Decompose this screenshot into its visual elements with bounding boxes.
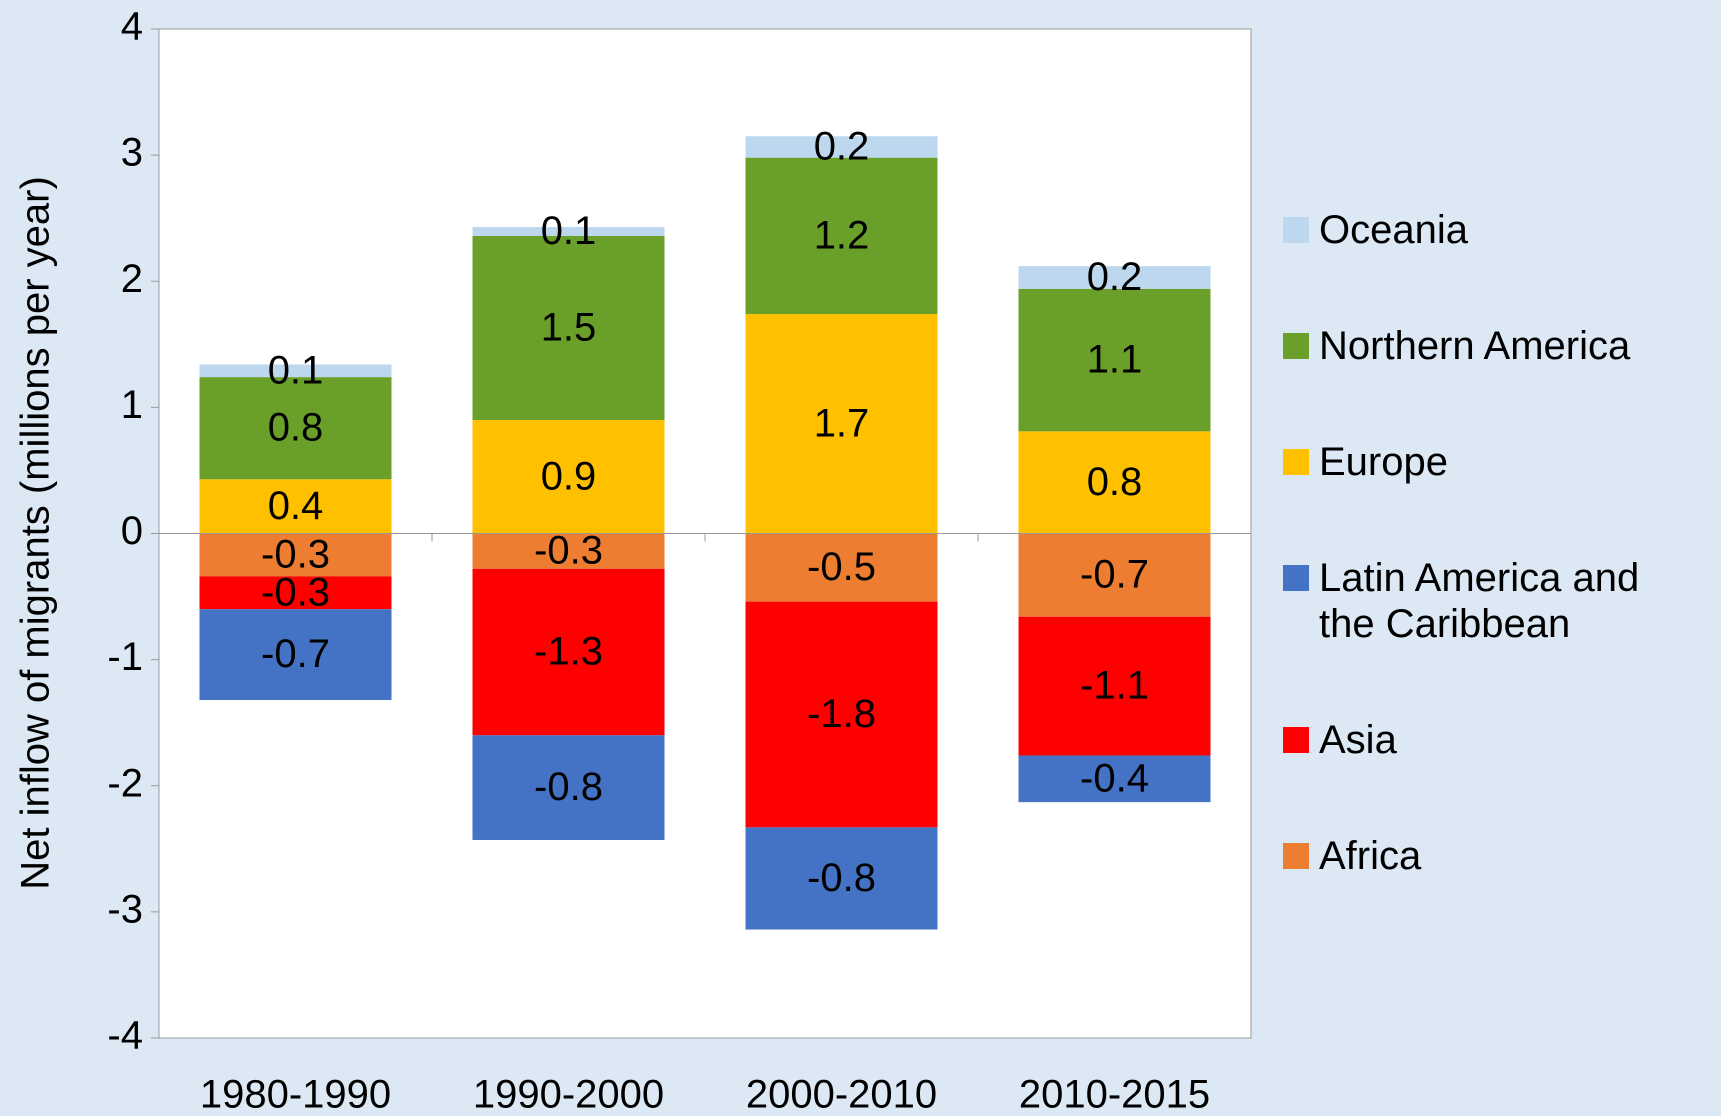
data-label: -0.4	[1080, 756, 1149, 800]
data-label: 0.4	[268, 484, 324, 528]
legend-label: Europe	[1319, 440, 1448, 484]
bar-segment	[745, 157, 938, 315]
bar-segment	[472, 533, 665, 569]
data-label: 0.8	[268, 406, 324, 450]
data-label: -0.7	[261, 632, 330, 676]
data-label: -1.1	[1080, 664, 1149, 708]
data-label: -0.3	[534, 529, 603, 573]
bar-segment	[472, 235, 665, 420]
bar-segment	[745, 601, 938, 828]
bar-segment	[1018, 533, 1211, 617]
data-label: -1.8	[807, 692, 876, 736]
data-label: 1.2	[814, 213, 870, 257]
data-label: -0.7	[1080, 553, 1149, 597]
data-label: 0.1	[268, 348, 324, 392]
y-tick-label: 1	[121, 383, 143, 427]
legend-swatch	[1283, 333, 1309, 359]
legend-label: Oceania	[1319, 208, 1468, 252]
bar-segment	[1018, 431, 1211, 534]
y-axis-label: Net inflow of migrants (millions per yea…	[14, 176, 58, 890]
legend-item: Europe	[1283, 439, 1703, 485]
data-label: 0.9	[541, 454, 597, 498]
y-tick-label: -2	[107, 761, 143, 805]
bar-segment	[745, 314, 938, 534]
bar-segment	[1018, 755, 1211, 803]
data-label: 0.1	[541, 209, 597, 253]
data-label: 0.2	[814, 124, 870, 168]
data-label: 0.8	[1087, 460, 1143, 504]
bar-segment	[745, 827, 938, 930]
bar-segment	[199, 576, 392, 610]
legend-swatch	[1283, 565, 1309, 591]
y-tick-label: 0	[121, 509, 143, 553]
data-label: 0.2	[1087, 255, 1143, 299]
bar-segment	[472, 419, 665, 534]
y-tick-label: 2	[121, 257, 143, 301]
data-label: 1.5	[541, 305, 597, 349]
legend-label: Latin America and the Caribbean	[1319, 556, 1640, 646]
bar-segment	[745, 533, 938, 602]
legend-item: Asia	[1283, 717, 1703, 763]
y-tick-label: -4	[107, 1014, 143, 1058]
x-tick-label: 1990-2000	[473, 1073, 664, 1116]
legend-label: Africa	[1319, 834, 1422, 878]
data-label: -0.5	[807, 545, 876, 589]
bar-segment	[199, 377, 392, 480]
bar-segment	[199, 609, 392, 700]
data-label: -0.8	[534, 765, 603, 809]
legend-label: Asia	[1319, 718, 1397, 762]
legend-label: Northern America	[1319, 324, 1631, 368]
x-tick-label: 2010-2015	[1019, 1073, 1210, 1116]
bar-segment	[199, 533, 392, 577]
y-tick-label: -3	[107, 887, 143, 931]
legend-item: Northern America	[1283, 323, 1703, 369]
legend: Oceania Northern America Europe Latin Ameri…	[1283, 207, 1703, 879]
y-tick-label: 4	[121, 5, 143, 49]
data-label: 1.7	[814, 401, 870, 445]
legend-swatch	[1283, 217, 1309, 243]
legend-item: Latin America and the Caribbean	[1283, 555, 1703, 647]
bar-segment	[745, 136, 938, 158]
x-tick-label: 1980-1990	[200, 1073, 391, 1116]
legend-swatch	[1283, 449, 1309, 475]
bar-segment	[472, 227, 665, 236]
legend-item: Oceania	[1283, 207, 1703, 253]
y-tick-label: -1	[107, 635, 143, 679]
data-label: -0.3	[261, 533, 330, 577]
legend-item: Africa	[1283, 833, 1703, 879]
x-tick-label: 2000-2010	[746, 1073, 937, 1116]
data-label: 1.1	[1087, 338, 1143, 382]
data-label: -0.3	[261, 570, 330, 614]
data-label: -1.3	[534, 630, 603, 674]
data-label: -0.8	[807, 856, 876, 900]
bar-segment	[1018, 616, 1211, 756]
bar-segment	[1018, 288, 1211, 432]
bar-segment	[472, 568, 665, 736]
legend-swatch	[1283, 843, 1309, 869]
legend-swatch	[1283, 727, 1309, 753]
bar-segment	[199, 364, 392, 378]
bar-segment	[472, 735, 665, 840]
bar-segment	[199, 479, 392, 534]
y-tick-label: 3	[121, 131, 143, 175]
bar-segment	[1018, 266, 1211, 289]
